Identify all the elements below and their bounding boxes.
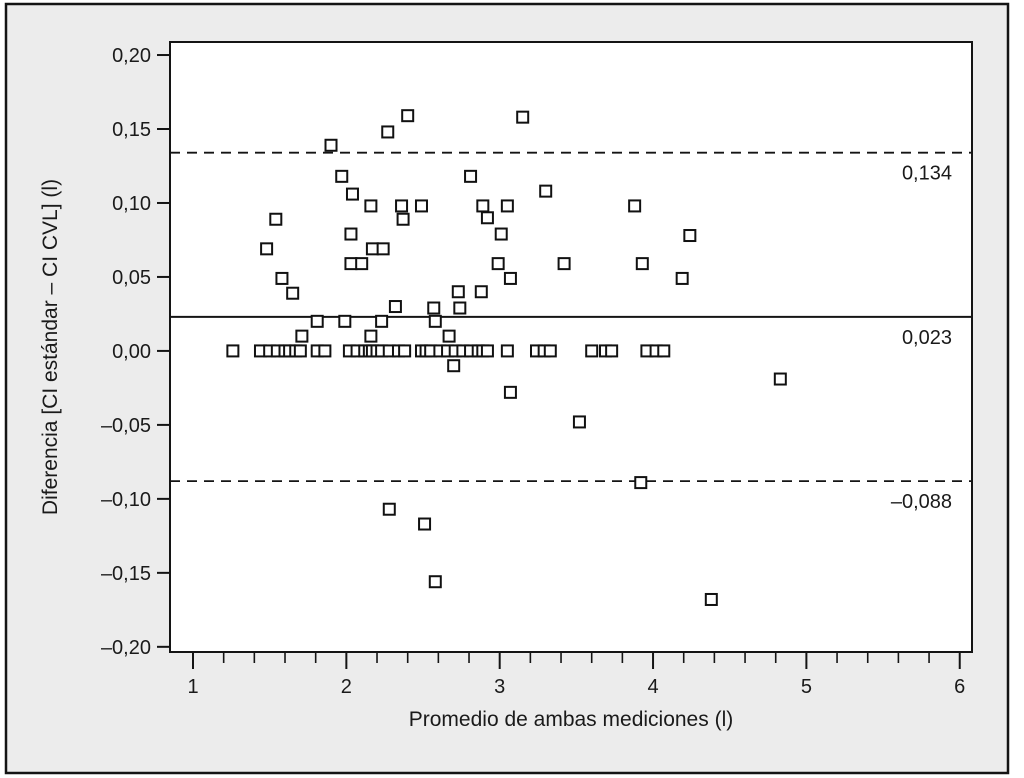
x-tick-label: 5 (801, 676, 812, 698)
y-tick-label: 0,15 (112, 119, 151, 141)
data-point-marker (476, 199, 490, 213)
y-tick-label: 0,00 (112, 341, 151, 363)
data-point-marker (375, 314, 389, 328)
data-point-marker (318, 344, 332, 358)
reference-line-labels: 0,134 0,023 –0,088 (891, 163, 952, 513)
data-point-marker (585, 344, 599, 358)
data-point-marker (442, 329, 456, 343)
data-point-marker (451, 285, 465, 299)
data-point-marker (364, 329, 378, 343)
data-point-marker (634, 476, 648, 490)
data-point-marker (464, 169, 478, 183)
data-point-marker (269, 212, 283, 226)
data-point-marker (286, 286, 300, 300)
y-tick-label: 0,20 (112, 45, 151, 67)
reference-lines-group (170, 151, 972, 483)
y-tick-label: –0,05 (101, 415, 151, 437)
data-point-marker (382, 502, 396, 516)
data-point-marker (355, 257, 369, 271)
data-point-marker (365, 242, 379, 256)
lower-limit-label: –0,088 (891, 491, 952, 513)
x-axis-title: Promedio de ambas mediciones (l) (409, 708, 733, 731)
data-point-marker (628, 199, 642, 213)
axes-group: 1 2 3 4 5 6 0,20 0,15 0,10 0,05 0,00 –0,05 –0,10 –0,1… (101, 45, 965, 698)
data-point-marker (557, 257, 571, 271)
data-point-marker (376, 242, 390, 256)
x-tick-label: 6 (954, 676, 965, 698)
data-point-marker (310, 314, 324, 328)
data-point-marker (516, 110, 530, 124)
y-tick-label: –0,10 (101, 489, 151, 511)
data-point-marker (605, 344, 619, 358)
data-point-marker (398, 344, 412, 358)
data-point-marker (453, 301, 467, 315)
data-point-marker (395, 199, 409, 213)
data-point-marker (428, 314, 442, 328)
data-point-marker (335, 169, 349, 183)
y-tick-label: 0,10 (112, 193, 151, 215)
x-tick-label: 4 (647, 676, 658, 698)
data-point-marker (480, 344, 494, 358)
x-tick-label: 3 (494, 676, 505, 698)
data-point-marker (275, 271, 289, 285)
data-point-marker (226, 344, 240, 358)
data-point-marker (345, 187, 359, 201)
data-point-marker (295, 329, 309, 343)
data-point-marker (344, 257, 358, 271)
data-point-marker (500, 344, 514, 358)
data-point-marker (381, 125, 395, 139)
data-point-marker (773, 372, 787, 386)
x-tick-label: 1 (187, 676, 198, 698)
scatter-points (226, 109, 787, 606)
data-point-marker (396, 212, 410, 226)
data-point-marker (447, 359, 461, 373)
data-point-marker (324, 138, 338, 152)
data-point-marker (401, 109, 415, 123)
data-point-marker (418, 517, 432, 531)
data-point-marker (635, 257, 649, 271)
data-point-marker (344, 227, 358, 241)
data-point-marker (683, 229, 697, 243)
data-point-marker (414, 199, 428, 213)
data-point-marker (503, 385, 517, 399)
upper-limit-label: 0,134 (902, 163, 952, 185)
data-point-marker (539, 184, 553, 198)
data-point-marker (704, 592, 718, 606)
data-point-marker (572, 415, 586, 429)
data-point-marker (338, 314, 352, 328)
data-point-marker (364, 199, 378, 213)
y-axis-title: Diferencia [CI estándar – CI CVL] (l) (39, 179, 62, 515)
data-point-marker (500, 199, 514, 213)
mean-label: 0,023 (902, 327, 952, 349)
data-point-marker (543, 344, 557, 358)
data-point-marker (428, 575, 442, 589)
y-tick-label: –0,15 (101, 563, 151, 585)
data-point-marker (503, 271, 517, 285)
data-point-marker (427, 301, 441, 315)
data-point-marker (491, 257, 505, 271)
data-point-marker (675, 271, 689, 285)
data-point-marker (480, 211, 494, 225)
data-point-marker (388, 300, 402, 314)
data-point-marker (260, 242, 274, 256)
x-tick-label: 2 (341, 676, 352, 698)
data-point-marker (474, 285, 488, 299)
y-tick-label: 0,05 (112, 267, 151, 289)
data-point-marker (494, 227, 508, 241)
data-point-marker (293, 344, 307, 358)
y-tick-label: –0,20 (101, 637, 151, 659)
data-point-marker (657, 344, 671, 358)
